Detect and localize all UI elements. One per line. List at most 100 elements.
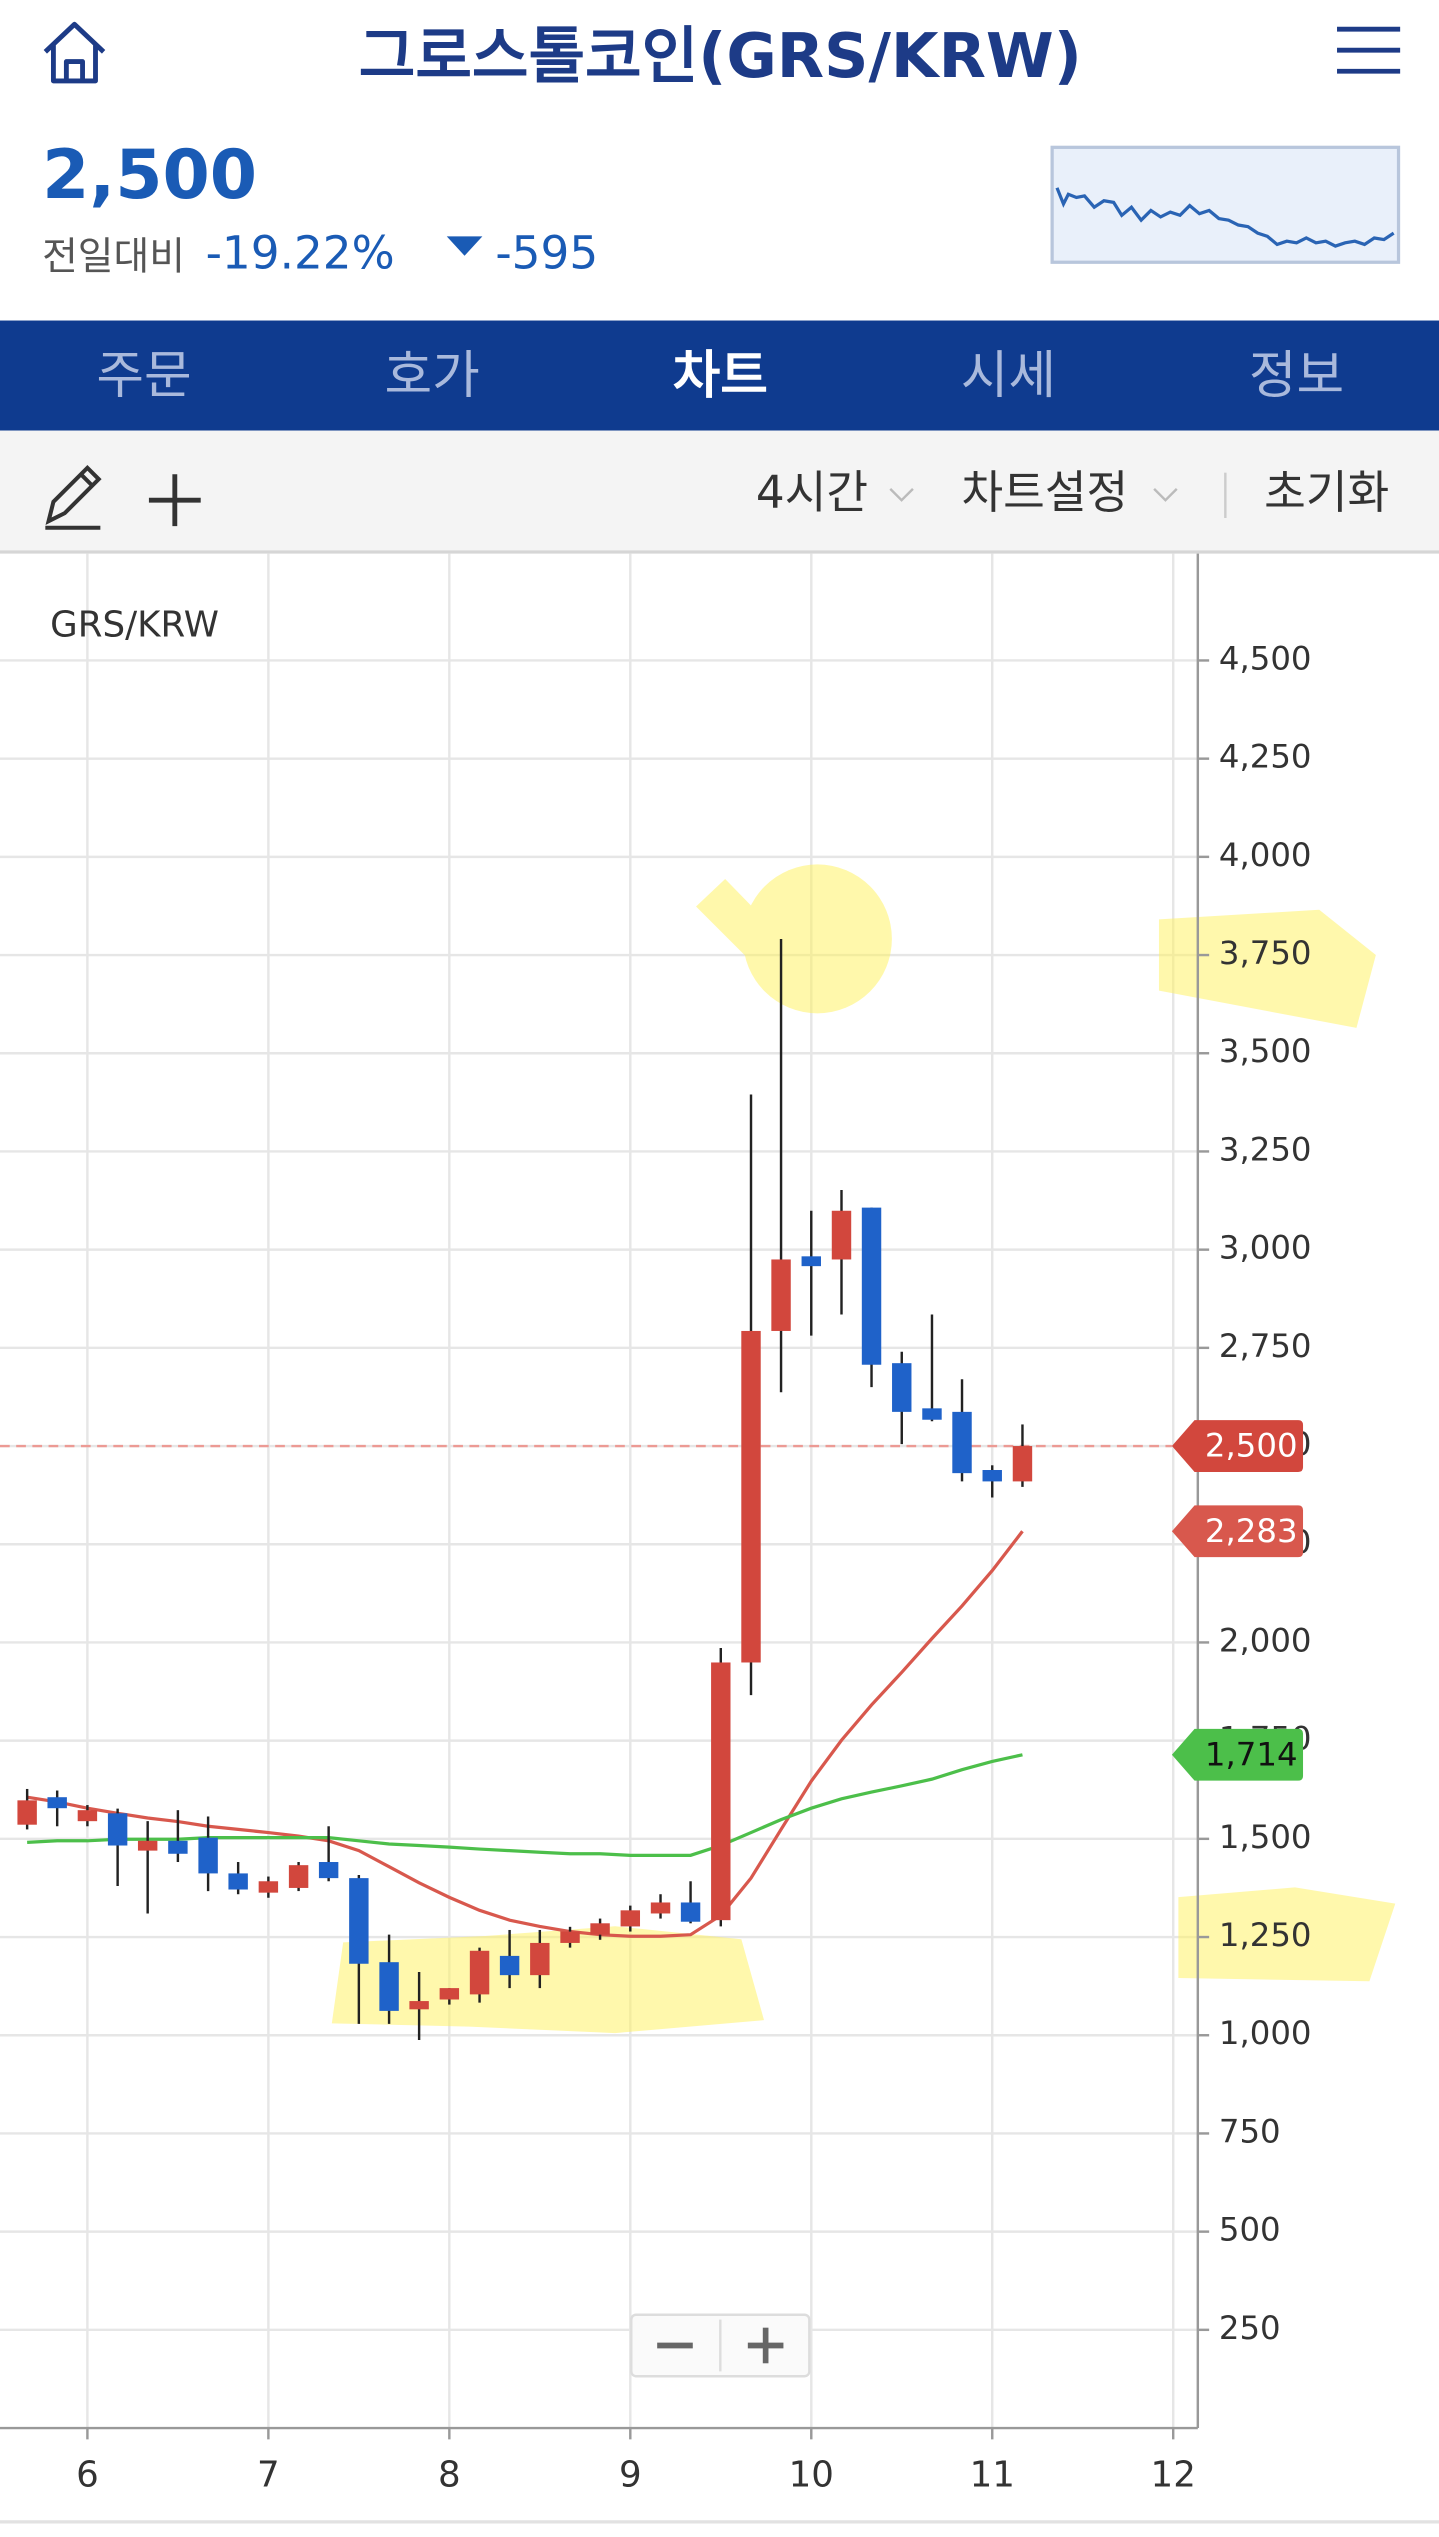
page-title: 그로스톨코인(GRS/KRW) (359, 20, 1082, 92)
mini-chart[interactable] (1050, 145, 1401, 264)
y-tick-label: 3,000 (1219, 1229, 1312, 1267)
y-tick-label: 500 (1219, 2211, 1281, 2249)
price-tag (1171, 1420, 1304, 1472)
x-tick-label: 12 (1151, 2455, 1196, 2496)
moving-average-line (26, 1530, 1024, 1938)
axes: 2505007501,0001,2501,5001,7502,0002,2502… (76, 639, 1311, 2495)
candle-body (168, 1840, 188, 1854)
y-tick-label: 3,250 (1219, 1130, 1312, 1168)
moving-average-line (27, 1753, 1023, 1857)
menu-button[interactable] (1337, 26, 1401, 74)
candle-body (952, 1411, 972, 1474)
interval-dropdown[interactable]: 4시간 (756, 466, 868, 519)
tab[interactable]: 호가 (385, 346, 480, 406)
highlight (331, 1926, 765, 2034)
candle-body (922, 1408, 942, 1420)
mini-chart-frame (1050, 145, 1401, 264)
y-tick-label: 4,000 (1219, 836, 1312, 874)
plot (0, 938, 1172, 2040)
y-tick-label: 2,750 (1219, 1327, 1312, 1365)
chart-title: GRS/KRW (50, 604, 219, 645)
y-tick-label: 4,500 (1219, 639, 1312, 677)
y-tick-label: 3,500 (1219, 1032, 1312, 1070)
candle-body (107, 1813, 128, 1846)
y-tick-label: 750 (1219, 2112, 1281, 2150)
y-tick-label: 250 (1219, 2309, 1281, 2347)
candle-body (861, 1207, 882, 1365)
candle-body (17, 1800, 37, 1825)
mini-chart-line (1055, 187, 1395, 248)
home-button[interactable] (43, 21, 106, 84)
price-tag (1171, 1505, 1304, 1558)
change-label: 전일대비 (42, 235, 185, 280)
candle-body (47, 1797, 67, 1809)
candle-body (650, 1902, 671, 1914)
zoom-in-button[interactable] (747, 2327, 784, 2364)
candle-body (258, 1881, 279, 1893)
home-icon (43, 21, 106, 84)
x-tick-label: 11 (970, 2455, 1015, 2496)
price-tag (1171, 1728, 1304, 1781)
highlight (696, 878, 781, 965)
candle-body (1012, 1446, 1033, 1482)
x-tick-label: 6 (76, 2455, 99, 2496)
y-tick-label: 4,250 (1219, 738, 1312, 776)
candle-body (982, 1470, 1002, 1482)
add-button[interactable] (148, 474, 201, 527)
candle-body (228, 1873, 248, 1890)
candle-body (409, 2001, 429, 2010)
candle-body (530, 1942, 550, 1976)
tab[interactable]: 정보 (1249, 346, 1344, 406)
x-tick-label: 8 (438, 2455, 461, 2496)
y-tick-label: 1,250 (1219, 1916, 1312, 1954)
candle-body (741, 1330, 761, 1663)
y-tick-label: 3,750 (1219, 934, 1312, 972)
candle-body (771, 1259, 791, 1331)
candle-body (137, 1840, 158, 1851)
candle-body (499, 1955, 520, 1976)
candle-body (560, 1931, 580, 1943)
price-tag-label: 2,283 (1205, 1512, 1298, 1550)
pencil-icon (45, 464, 102, 530)
candle-body (439, 1988, 460, 2000)
chevron (1153, 488, 1178, 502)
candle-body (349, 1878, 369, 1964)
candle-body (831, 1210, 852, 1260)
zoom-controls (630, 2313, 811, 2378)
candle-body (318, 1862, 339, 1879)
candle-body (198, 1837, 218, 1874)
tabs: 주문 호가 차트 시세 정보 (96, 346, 1344, 406)
tab[interactable]: 주문 (96, 346, 191, 406)
x-tick-label: 10 (789, 2455, 834, 2496)
draw-button[interactable] (45, 464, 102, 530)
tab[interactable]: 차트 (673, 346, 768, 406)
highlight (1178, 1887, 1396, 1982)
x-tick-label: 7 (257, 2455, 280, 2496)
y-tick-label: 2,000 (1219, 1621, 1312, 1659)
chart-settings-dropdown[interactable]: 차트설정 (961, 466, 1128, 519)
current-price: 2,500 (42, 136, 257, 215)
candle-body (892, 1363, 912, 1412)
tab[interactable]: 시세 (961, 346, 1056, 406)
x-tick-label: 9 (619, 2455, 642, 2496)
reset-button[interactable]: 초기화 (1264, 466, 1389, 519)
y-tick-label: 1,500 (1219, 1818, 1312, 1856)
highlight (1158, 909, 1376, 1028)
change-amount: -595 (495, 226, 598, 279)
price-tag-label: 2,500 (1205, 1427, 1298, 1465)
price-tag-label: 1,714 (1205, 1735, 1298, 1773)
down-triangle (446, 236, 483, 256)
candle-body (620, 1910, 641, 1927)
candle-body (469, 1950, 490, 1995)
tab-bar (0, 320, 1439, 431)
candle-body (288, 1865, 309, 1888)
toolbar (0, 430, 1439, 552)
candle-body (711, 1662, 731, 1921)
candle-body (680, 1902, 701, 1922)
change-percent: -19.22% (206, 226, 395, 279)
candle-body (77, 1810, 98, 1822)
candle-body (590, 1923, 610, 1935)
